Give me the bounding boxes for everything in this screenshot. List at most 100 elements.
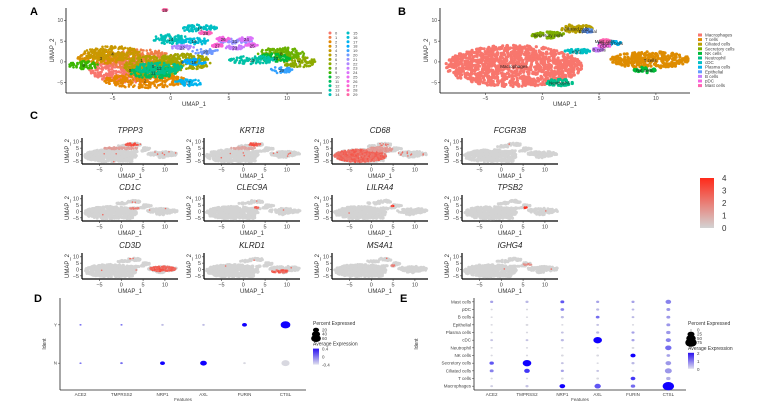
- point: [165, 35, 168, 38]
- point: [109, 77, 112, 80]
- point: [213, 26, 216, 29]
- point: [533, 84, 537, 88]
- point: [484, 51, 488, 55]
- point: [102, 73, 106, 77]
- point: [304, 59, 307, 62]
- point: [149, 57, 153, 60]
- y-axis-label: UMAP_2: [424, 38, 430, 63]
- point: [256, 52, 260, 56]
- point: [170, 57, 174, 61]
- point: [452, 70, 456, 75]
- point: [549, 64, 554, 68]
- point: [119, 78, 123, 81]
- point: [489, 64, 494, 68]
- legend-key: [346, 66, 350, 70]
- point: [467, 50, 471, 54]
- point: [137, 86, 141, 90]
- point: [113, 66, 117, 69]
- point: [284, 49, 288, 53]
- point: [161, 80, 164, 84]
- point: [567, 74, 571, 78]
- point: [264, 49, 268, 52]
- point: [527, 46, 531, 50]
- point: [194, 82, 198, 85]
- point: [107, 58, 110, 61]
- legend-key: [346, 35, 350, 39]
- point: [544, 74, 548, 78]
- legend-label: 29: [353, 92, 358, 97]
- point: [154, 79, 157, 82]
- point: [114, 83, 117, 86]
- x-tick-label: 0: [169, 96, 172, 102]
- point: [444, 62, 448, 66]
- point: [101, 77, 104, 81]
- point: [658, 51, 662, 55]
- legend-key: [346, 57, 350, 61]
- point: [167, 63, 170, 67]
- point: [611, 60, 615, 64]
- point: [198, 54, 201, 58]
- point: [521, 58, 525, 63]
- point: [522, 70, 526, 74]
- point: [479, 74, 483, 78]
- point: [664, 65, 668, 69]
- point: [111, 64, 115, 67]
- point: [125, 51, 129, 54]
- point: [108, 65, 112, 68]
- point: [513, 57, 517, 61]
- point: [523, 81, 527, 85]
- legend-key: [346, 49, 350, 53]
- point: [665, 62, 669, 66]
- point: [504, 49, 508, 53]
- point: [183, 39, 186, 42]
- point: [198, 58, 201, 62]
- point: [159, 52, 162, 55]
- point: [518, 70, 522, 74]
- point: [271, 48, 275, 52]
- point: [491, 82, 495, 86]
- x-tick-label: −5: [483, 96, 489, 102]
- point: [455, 60, 459, 64]
- point: [186, 58, 189, 61]
- point: [235, 56, 239, 59]
- point: [192, 25, 196, 28]
- point: [94, 66, 97, 69]
- point: [162, 61, 166, 65]
- point: [125, 73, 128, 76]
- point: [120, 68, 123, 71]
- point: [96, 71, 100, 74]
- point: [632, 53, 636, 57]
- point: [126, 80, 130, 84]
- point: [208, 25, 211, 29]
- point: [128, 57, 132, 61]
- cluster-label: 24: [244, 37, 250, 42]
- point: [550, 69, 554, 73]
- point: [541, 68, 545, 72]
- point: [197, 65, 200, 68]
- point: [143, 66, 146, 69]
- legend-key: [328, 79, 332, 83]
- point: [174, 53, 177, 56]
- point: [681, 62, 685, 66]
- point: [203, 57, 206, 61]
- point: [165, 74, 168, 78]
- y-tick-label: 5: [434, 39, 437, 45]
- point: [111, 72, 115, 76]
- point: [162, 65, 165, 68]
- point: [104, 67, 107, 70]
- point: [542, 65, 546, 69]
- point: [488, 54, 492, 58]
- x-axis-label: UMAP_1: [182, 102, 207, 108]
- point: [495, 72, 499, 77]
- point: [143, 73, 147, 77]
- point: [160, 71, 163, 74]
- point: [116, 76, 119, 79]
- point: [505, 71, 510, 75]
- cluster-label: 12: [157, 66, 163, 71]
- point: [302, 54, 305, 57]
- y-tick-label: −5: [57, 80, 63, 86]
- point: [95, 68, 98, 72]
- points-group: [68, 8, 317, 90]
- cluster-label: 10: [273, 56, 279, 61]
- point: [192, 46, 195, 49]
